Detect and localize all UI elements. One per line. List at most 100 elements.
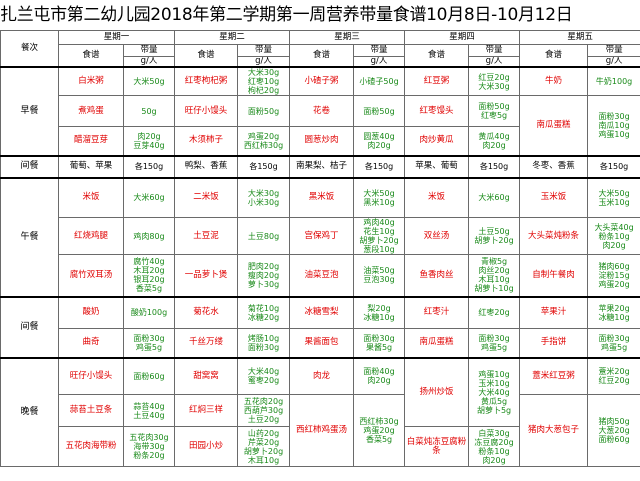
amount-header: 带量 bbox=[122, 44, 176, 57]
dish-amount: 苹果20g 冰糖10g bbox=[587, 295, 640, 329]
dish-amount: 面粉50g bbox=[237, 95, 291, 127]
dish-name: 蒜苔土豆条 bbox=[58, 394, 124, 427]
dish-name: 肉炒黄瓜 bbox=[404, 126, 470, 156]
dish-amount: 五花肉30g 海带30g 粉条20g bbox=[122, 426, 176, 467]
dish-name: 腐竹双耳汤 bbox=[58, 254, 124, 297]
dish-name: 肉龙 bbox=[289, 356, 355, 395]
menu-table: 餐次 星期一 星期二 星期三 星期四 星期五 食谱 带量 食谱 带量 食谱 带量 食谱 带量 食谱 带量 g/人… bbox=[0, 30, 640, 467]
dish-name: 菊花水 bbox=[174, 295, 239, 329]
dish-amount: 西红柿30g 鸡蛋20g 香菜5g bbox=[353, 394, 406, 467]
dish-amount: 各150g bbox=[468, 154, 521, 178]
dish-name: 米饭 bbox=[58, 176, 124, 218]
dish-amount: 大米40g 蜜枣20g bbox=[237, 356, 291, 395]
dish-name: 红烧鸡腿 bbox=[58, 217, 124, 255]
dish-amount: 红豆20g 大米30g bbox=[468, 66, 521, 96]
meal-name: 间餐 bbox=[0, 154, 59, 178]
meal-row: 间餐 葡萄、苹果 各150g 鸭梨、香蕉 各150g 南果梨、桔子 各150g 苹果、葡萄 各1… bbox=[0, 154, 640, 178]
meal-row: 间餐 酸奶 酸奶100g 菊花水 菊花10g 冰糖20g 冰糖雪梨 梨20g 冰糖10g 红枣… bbox=[0, 295, 640, 358]
dish-name: 五花肉海带粉 bbox=[58, 426, 124, 467]
dish-amount: 五花肉20g 西葫芦30g 土豆20g bbox=[237, 394, 291, 427]
dish-name: 牛奶 bbox=[519, 66, 589, 96]
recipe-header: 食谱 bbox=[174, 44, 239, 68]
dish-amount: 肥肉20g 瘦肉20g 萝卜30g bbox=[237, 254, 291, 297]
meal-row: 早餐 白米粥 大米50g 红枣枸杞粥 大米30g 红枣10g 枸杞20g 小碴子粥 小碴子5… bbox=[0, 66, 640, 156]
dish-name: 西红柿鸡蛋汤 bbox=[289, 394, 355, 467]
dish-name: 大头菜炖粉条 bbox=[519, 217, 589, 255]
dish-name: 扬州炒饭 bbox=[404, 356, 470, 427]
amount-header: 带量 bbox=[587, 44, 640, 57]
dish-name: 葡萄、苹果 bbox=[58, 154, 124, 178]
day-header: 星期四 bbox=[404, 30, 521, 45]
dish-name: 冰糖雪梨 bbox=[289, 295, 355, 329]
unit-header: g/人 bbox=[122, 56, 176, 68]
dish-amount: 白菜30g 冻豆腐20g 粉条10g 肉20g bbox=[468, 426, 521, 467]
dish-amount: 菊花10g 冰糖20g bbox=[237, 295, 291, 329]
dish-name: 苹果汁 bbox=[519, 295, 589, 329]
amount-header: 带量 bbox=[353, 44, 406, 57]
dish-amount: 面粉30g 鸡蛋5g bbox=[587, 328, 640, 358]
dish-amount: 腐竹40g 木耳20g 银耳20g 香菜5g bbox=[122, 254, 176, 297]
dish-name: 酸奶 bbox=[58, 295, 124, 329]
dish-name: 黑米饭 bbox=[289, 176, 355, 218]
dish-amount: 烤肠10g 面粉30g bbox=[237, 328, 291, 358]
dish-name: 猪肉大葱包子 bbox=[519, 394, 589, 467]
dish-name: 自制午餐肉 bbox=[519, 254, 589, 297]
dish-name: 花卷 bbox=[289, 95, 355, 127]
meal-row: 煮鸡蛋 50g 旺仔小馒头 面粉50g 花卷 面粉50g 红枣馒头 面粉50g 红枣5g 南瓜蛋… bbox=[1, 95, 640, 156]
day-header: 星期五 bbox=[519, 30, 640, 45]
recipe-header: 食谱 bbox=[289, 44, 355, 68]
dish-name: 一品萝卜煲 bbox=[174, 254, 239, 297]
dish-amount: 大米50g bbox=[122, 66, 176, 96]
dish-name: 南瓜蛋糕 bbox=[519, 95, 589, 156]
dish-amount: 大米60g bbox=[122, 176, 176, 218]
dish-amount: 红枣20g bbox=[468, 295, 521, 329]
dish-name: 南瓜蛋糕 bbox=[404, 328, 470, 358]
unit-header: g/人 bbox=[468, 56, 521, 68]
unit-header: g/人 bbox=[587, 56, 640, 68]
dish-amount: 面粉60g bbox=[122, 356, 176, 395]
dish-amount: 面粉30g 果酱5g bbox=[353, 328, 406, 358]
dish-name: 旺仔小馒头 bbox=[58, 356, 124, 395]
dish-amount: 大米30g 小米30g bbox=[237, 176, 291, 218]
dish-amount: 面粉30g 南瓜10g 鸡蛋10g bbox=[587, 95, 640, 156]
dish-amount: 山药20g 芹菜20g 胡萝卜20g 木耳10g bbox=[237, 426, 291, 467]
dish-amount: 小碴子50g bbox=[353, 66, 406, 96]
dish-amount: 面粉30g 鸡蛋5g bbox=[468, 328, 521, 358]
dish-name: 旺仔小馒头 bbox=[174, 95, 239, 127]
dish-amount: 猪肉60g 淀粉15g 鸡蛋20g bbox=[587, 254, 640, 297]
dish-name: 白米粥 bbox=[58, 66, 124, 96]
dish-amount: 各150g bbox=[353, 154, 406, 178]
dish-name: 玉米饭 bbox=[519, 176, 589, 218]
recipe-header: 食谱 bbox=[58, 44, 124, 68]
dish-name: 红枣馒头 bbox=[404, 95, 470, 127]
dish-name: 红焖三样 bbox=[174, 394, 239, 427]
dish-amount: 牛奶100g bbox=[587, 66, 640, 96]
dish-name: 曲奇 bbox=[58, 328, 124, 358]
dish-amount: 梨20g 冰糖10g bbox=[353, 295, 406, 329]
meal-row: 红烧鸡腿 鸡肉80g 土豆泥 土豆80g 宫保鸡丁 鸡肉40g 花生10g 胡萝卜20g … bbox=[1, 217, 640, 255]
dish-amount: 肉20g 豆芽40g bbox=[122, 126, 176, 156]
dish-amount: 黄瓜40g 肉20g bbox=[468, 126, 521, 156]
recipe-header: 食谱 bbox=[519, 44, 589, 68]
dish-name: 二米饭 bbox=[174, 176, 239, 218]
dish-name: 米饭 bbox=[404, 176, 470, 218]
dish-amount: 大头菜40g 粉条10g 肉20g bbox=[587, 217, 640, 255]
dish-name: 油菜豆泡 bbox=[289, 254, 355, 297]
amount-header: 带量 bbox=[237, 44, 291, 57]
day-header: 星期二 bbox=[174, 30, 291, 45]
dish-amount: 青椒5g 肉丝20g 木耳10g 胡萝卜10g bbox=[468, 254, 521, 297]
dish-name: 小碴子粥 bbox=[289, 66, 355, 96]
dish-name: 薏米红豆粥 bbox=[519, 356, 589, 395]
header-unit-row: g/人 g/人 g/人 g/人 g/人 bbox=[1, 56, 640, 68]
dish-amount: 大米50g 黑米10g bbox=[353, 176, 406, 218]
amount-header: 带量 bbox=[468, 44, 521, 57]
meal-row: 腐竹双耳汤 腐竹40g 木耳20g 银耳20g 香菜5g 一品萝卜煲 肥肉20g 瘦肉… bbox=[1, 254, 640, 297]
dish-amount: 蒜苔40g 土豆40g bbox=[122, 394, 176, 427]
dish-amount: 鸡蛋10g 玉米10g 大米40g 黄瓜5g 胡萝卜5g bbox=[468, 356, 521, 427]
dish-name: 白菜炖冻豆腐粉条 bbox=[404, 426, 470, 467]
dish-amount: 面粉30g 鸡蛋5g bbox=[122, 328, 176, 358]
meal-name: 间餐 bbox=[0, 295, 59, 358]
header-days-row: 餐次 星期一 星期二 星期三 星期四 星期五 bbox=[0, 30, 640, 68]
dish-amount: 土豆80g bbox=[237, 217, 291, 255]
dish-name: 红豆粥 bbox=[404, 66, 470, 96]
